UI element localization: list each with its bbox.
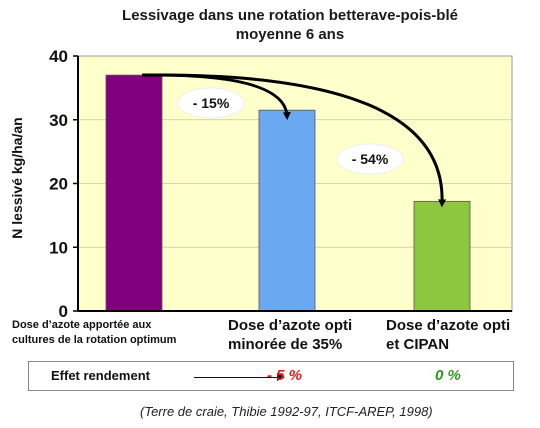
category-label-2-line-2: minorée de 35% — [228, 336, 343, 353]
category-label-1: Dose d’azote apportée aux cultures de la… — [12, 318, 176, 348]
category-label-1-line-1: Dose d’azote apportée aux — [12, 319, 152, 331]
chart-title-line-2: moyenne 6 ans — [235, 26, 345, 43]
category-label-3: Dose d’azote opti et CIPAN — [386, 316, 510, 354]
effect-rendement-label: Effet rendement — [51, 368, 150, 383]
bar-2 — [258, 109, 316, 312]
category-label-2-line-1: Dose d’azote opti — [228, 317, 353, 334]
source-citation: (Terre de craie, Thibie 1992-97, ITCF-AR… — [140, 404, 433, 419]
y-tick-label: 20 — [49, 175, 68, 194]
annotation-label-1: - 15% — [193, 95, 230, 111]
effect-value-1: - 5 % — [267, 367, 303, 384]
category-label-2: Dose d’azote opti minorée de 35% — [228, 316, 352, 354]
y-tick-label: 40 — [49, 47, 68, 66]
annotation-label-2: - 54% — [352, 151, 389, 167]
annotation-arrow-2 — [141, 73, 447, 208]
bar-1 — [105, 74, 163, 312]
bar-3 — [413, 200, 471, 312]
y-tick-label: 30 — [49, 111, 68, 130]
arrow-right-icon — [194, 373, 285, 381]
category-label-1-line-2: cultures de la rotation optimum — [12, 334, 177, 346]
chart-title: Lessivage dans une rotation betterave-po… — [60, 6, 520, 44]
category-label-3-line-1: Dose d’azote opti — [386, 317, 511, 334]
effect-value-2: 0 % — [435, 367, 461, 384]
effect-rendement-box: Effet rendement - 5 % 0 % — [28, 361, 514, 391]
y-tick-label: 10 — [49, 238, 68, 257]
annotation-bubble-1 — [177, 87, 245, 119]
annotation-bubble-2 — [336, 143, 404, 175]
chart-title-line-1: Lessivage dans une rotation betterave-po… — [122, 7, 458, 24]
y-tick-label: 0 — [59, 302, 68, 321]
category-label-3-line-2: et CIPAN — [386, 336, 450, 353]
